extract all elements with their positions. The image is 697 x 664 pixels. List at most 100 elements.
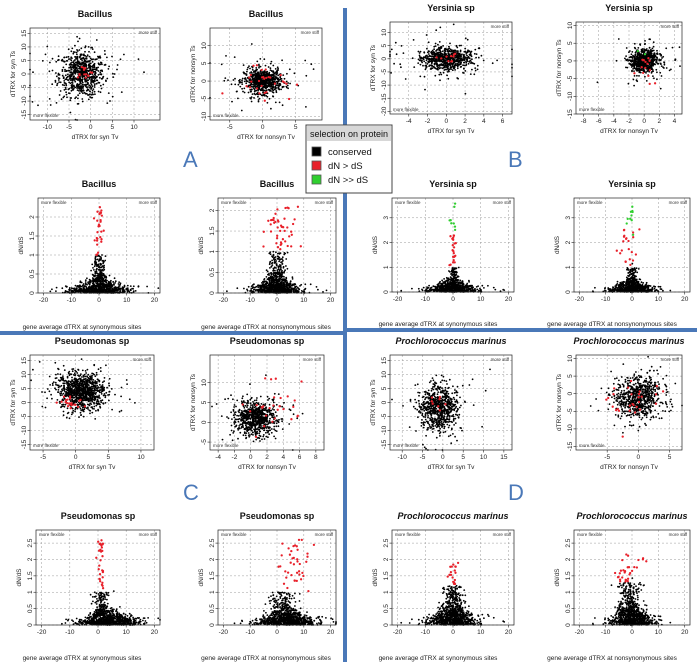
data-point [648,67,651,69]
data-point [65,56,68,59]
data-point [426,51,429,54]
data-point [283,270,286,273]
data-point [99,263,102,266]
data-point [474,48,477,51]
data-point [257,284,259,286]
data-point [57,55,60,58]
data-point [85,92,88,95]
data-point [48,98,51,100]
data-point [655,60,658,62]
data-point [419,63,422,66]
data-point [54,79,57,82]
y-axis-label: dTRX for nonsyn Ts [190,45,197,103]
data-point [260,78,262,81]
data-point [97,273,100,275]
data-point [411,57,414,60]
data-point [635,60,638,63]
y-tick-label: 5 [21,58,28,62]
data-point [239,78,241,81]
data-point [263,91,266,95]
data-point [268,263,271,266]
data-point [280,273,283,276]
data-point [92,88,95,90]
data-point [277,74,280,77]
data-point [88,69,91,71]
data-point [90,86,93,89]
data-point [70,97,73,99]
data-point [95,269,98,271]
data-point [417,50,420,53]
data-point [393,62,395,65]
data-point [61,68,64,71]
data-point [312,68,315,70]
data-point [283,77,286,80]
data-point [656,71,658,74]
data-point [615,59,618,62]
data-point [274,284,276,286]
data-point [48,70,51,73]
data-point [291,276,294,279]
data-point [427,41,430,44]
data-point [233,56,236,58]
data-point [270,60,273,63]
y-tick-label: 2 [209,208,216,212]
data-point [428,60,431,63]
data-point [465,60,467,63]
data-point [439,54,442,57]
data-point [272,82,274,84]
data-point [77,290,79,293]
data-point [275,77,278,79]
data-point [257,99,260,101]
data-point [70,62,72,65]
data-point [67,69,70,72]
data-point [100,287,103,290]
data-point [98,212,101,215]
data-point [118,285,121,287]
data-point [74,284,77,287]
data-point [273,281,275,284]
data-point [68,78,71,80]
data-point [237,83,240,86]
data-point [113,277,116,280]
data-point [462,56,465,59]
data-point [63,56,65,59]
data-point [434,74,437,77]
data-point [418,54,421,57]
data-point [245,85,248,88]
data-point [255,89,258,92]
data-point [288,235,291,238]
data-point [660,65,663,67]
data-point [460,54,463,56]
data-point [464,50,467,53]
data-point [652,45,655,48]
data-point [287,82,289,84]
data-point [100,238,103,241]
data-point [656,78,658,81]
data-point [262,89,265,92]
data-point [440,73,443,76]
data-point [267,285,269,287]
data-point [625,59,628,62]
data-point [95,39,98,41]
data-point [294,283,296,285]
data-point [91,58,94,61]
data-point [237,97,239,100]
data-point [85,73,88,76]
data-point [439,79,441,82]
y-tick-label: 0 [201,79,208,83]
data-point [106,287,109,290]
data-point [452,53,456,56]
data-point [78,290,81,293]
data-point [227,79,229,81]
data-point [88,278,91,281]
data-point [634,57,637,59]
data-point [640,49,643,52]
data-point [281,263,283,265]
data-point [97,223,101,226]
data-point [630,53,633,56]
data-point [99,289,102,292]
data-point [631,65,634,67]
data-point [263,291,265,293]
data-point [257,95,259,98]
data-point [137,285,140,287]
